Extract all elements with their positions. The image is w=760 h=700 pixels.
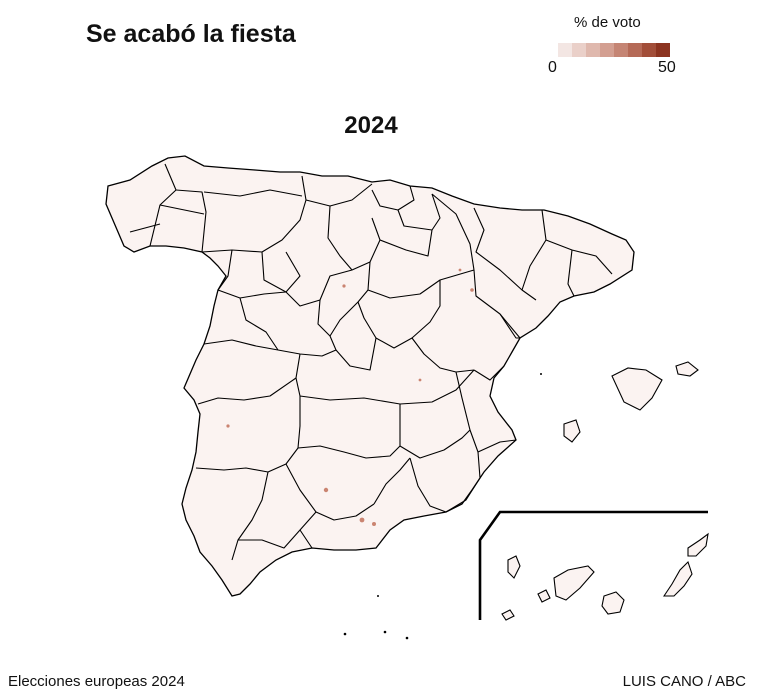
legend-min-label: 0 [548, 59, 557, 76]
legend-swatch-0 [558, 43, 572, 57]
small-territories [343, 373, 542, 640]
vote-hotspots [226, 268, 474, 526]
footer-source: Elecciones europeas 2024 [8, 673, 185, 690]
legend-title: % de voto [574, 14, 641, 31]
legend-swatch-4 [614, 43, 628, 57]
legend-swatch-5 [628, 43, 642, 57]
legend-swatch-3 [600, 43, 614, 57]
legend-max-label: 50 [658, 59, 676, 76]
legend-swatch-1 [572, 43, 586, 57]
hotspot-municipality [372, 522, 376, 526]
hotspot-municipality [342, 284, 346, 288]
hotspot-municipality [226, 424, 230, 428]
legend-color-scale [558, 43, 670, 57]
legend-swatch-2 [586, 43, 600, 57]
hotspot-municipality [470, 288, 474, 292]
canary-islands-inset [478, 510, 709, 621]
legend-swatch-6 [642, 43, 656, 57]
map-year-label: 2024 [344, 112, 398, 139]
balearic-islands [563, 361, 699, 443]
inset-frame [478, 510, 708, 620]
hotspot-municipality [458, 268, 462, 272]
chart-title: Se acabó la fiesta [86, 20, 296, 48]
hotspot-municipality [418, 378, 422, 382]
hotspot-municipality [359, 517, 365, 523]
legend-swatch-7 [656, 43, 670, 57]
footer-credit: LUIS CANO / ABC [622, 673, 746, 690]
hotspot-municipality [323, 487, 329, 493]
peninsula-outline [105, 155, 635, 597]
province-borders [129, 163, 613, 561]
